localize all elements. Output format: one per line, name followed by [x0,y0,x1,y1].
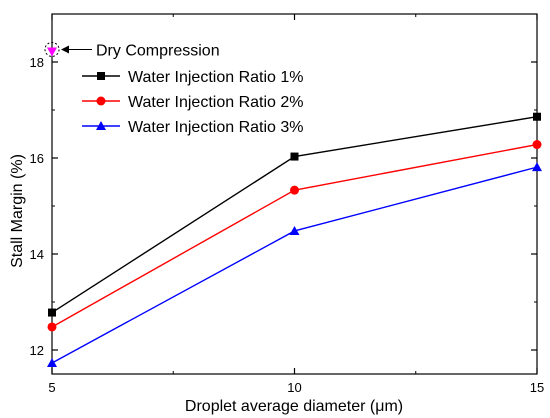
data-point [289,225,300,235]
legend-item: Water Injection Ratio 1% [82,69,303,86]
annotation-circle [44,41,60,57]
legend-item: Water Injection Ratio 2% [82,94,303,111]
data-point [290,152,299,161]
annotation-label: Dry Compression [96,42,220,59]
legend-item: Water Injection Ratio 3% [82,119,303,136]
x-axis-label: Droplet average diameter (μm) [185,398,403,415]
legend-marker [96,96,106,106]
annotation-point [47,47,57,57]
y-axis-ticks: 12 14 16 18 [30,55,537,358]
data-point [290,185,299,195]
legend-label: Water Injection Ratio 1% [128,69,303,86]
series-line [51,116,538,314]
x-tick-label: 5 [48,380,55,395]
x-tick-label: 15 [530,380,544,395]
legend-marker [96,121,106,130]
data-point [47,322,57,332]
series-line [51,143,538,328]
y-tick-label: 18 [30,55,44,70]
x-axis-ticks: 5 10 15 [48,14,544,395]
legend-marker [97,72,105,80]
series-layer [47,112,542,367]
y-axis-label: Stall Margin (%) [9,154,26,268]
y-tick-label: 16 [30,151,44,166]
annotation-arrowhead [61,45,69,54]
data-point [532,162,542,172]
annotation-layer: Dry Compression [44,41,220,59]
data-point [533,112,541,121]
legend-label: Water Injection Ratio 3% [128,119,303,136]
series-2 [47,140,542,332]
data-point [47,357,57,367]
series-1 [48,112,541,317]
y-tick-label: 12 [30,343,44,358]
x-tick-label: 10 [287,380,301,395]
y-tick-label: 14 [30,247,44,262]
legend-label: Water Injection Ratio 2% [128,94,303,111]
data-point [48,308,56,317]
data-point [532,140,542,150]
legend: Water Injection Ratio 1% Water Injection … [82,69,303,136]
series-3 [47,162,542,367]
